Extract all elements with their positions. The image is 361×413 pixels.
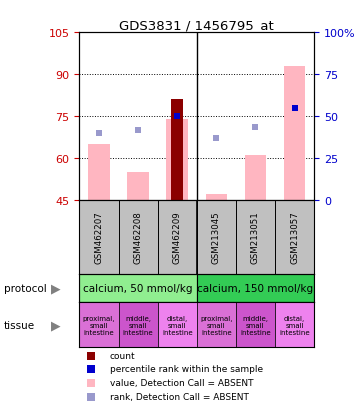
Text: GSM213057: GSM213057 <box>290 211 299 263</box>
Bar <box>118 303 158 347</box>
Text: ▶: ▶ <box>51 282 61 295</box>
Text: protocol: protocol <box>4 283 46 293</box>
Text: ▶: ▶ <box>51 318 61 331</box>
Bar <box>284 66 305 201</box>
Bar <box>88 145 110 201</box>
Title: GDS3831 / 1456795_at: GDS3831 / 1456795_at <box>119 19 274 32</box>
Bar <box>205 195 227 201</box>
Text: GSM213051: GSM213051 <box>251 211 260 263</box>
Text: middle,
small
intestine: middle, small intestine <box>240 315 271 335</box>
Text: calcium, 150 mmol/kg: calcium, 150 mmol/kg <box>197 283 313 293</box>
Text: distal,
small
intestine: distal, small intestine <box>162 315 192 335</box>
Text: tissue: tissue <box>4 320 35 330</box>
Text: calcium, 50 mmol/kg: calcium, 50 mmol/kg <box>83 283 193 293</box>
Text: GSM462209: GSM462209 <box>173 211 182 263</box>
Bar <box>275 303 314 347</box>
Bar <box>79 274 197 303</box>
Text: GSM462208: GSM462208 <box>134 211 143 263</box>
Bar <box>171 100 183 201</box>
Bar <box>158 303 197 347</box>
Text: GSM213045: GSM213045 <box>212 211 221 263</box>
Text: distal,
small
intestine: distal, small intestine <box>279 315 310 335</box>
Bar <box>166 120 188 201</box>
Bar <box>197 303 236 347</box>
Bar <box>245 156 266 201</box>
Text: count: count <box>110 351 135 360</box>
Text: proximal,
small
intestine: proximal, small intestine <box>83 315 115 335</box>
Text: proximal,
small
intestine: proximal, small intestine <box>200 315 232 335</box>
Bar <box>127 173 149 201</box>
Text: GSM462207: GSM462207 <box>95 211 104 263</box>
Text: percentile rank within the sample: percentile rank within the sample <box>110 365 263 373</box>
Text: middle,
small
intestine: middle, small intestine <box>123 315 153 335</box>
Bar <box>236 303 275 347</box>
Text: rank, Detection Call = ABSENT: rank, Detection Call = ABSENT <box>110 392 249 401</box>
Bar <box>197 274 314 303</box>
Text: value, Detection Call = ABSENT: value, Detection Call = ABSENT <box>110 378 253 387</box>
Bar <box>79 303 118 347</box>
